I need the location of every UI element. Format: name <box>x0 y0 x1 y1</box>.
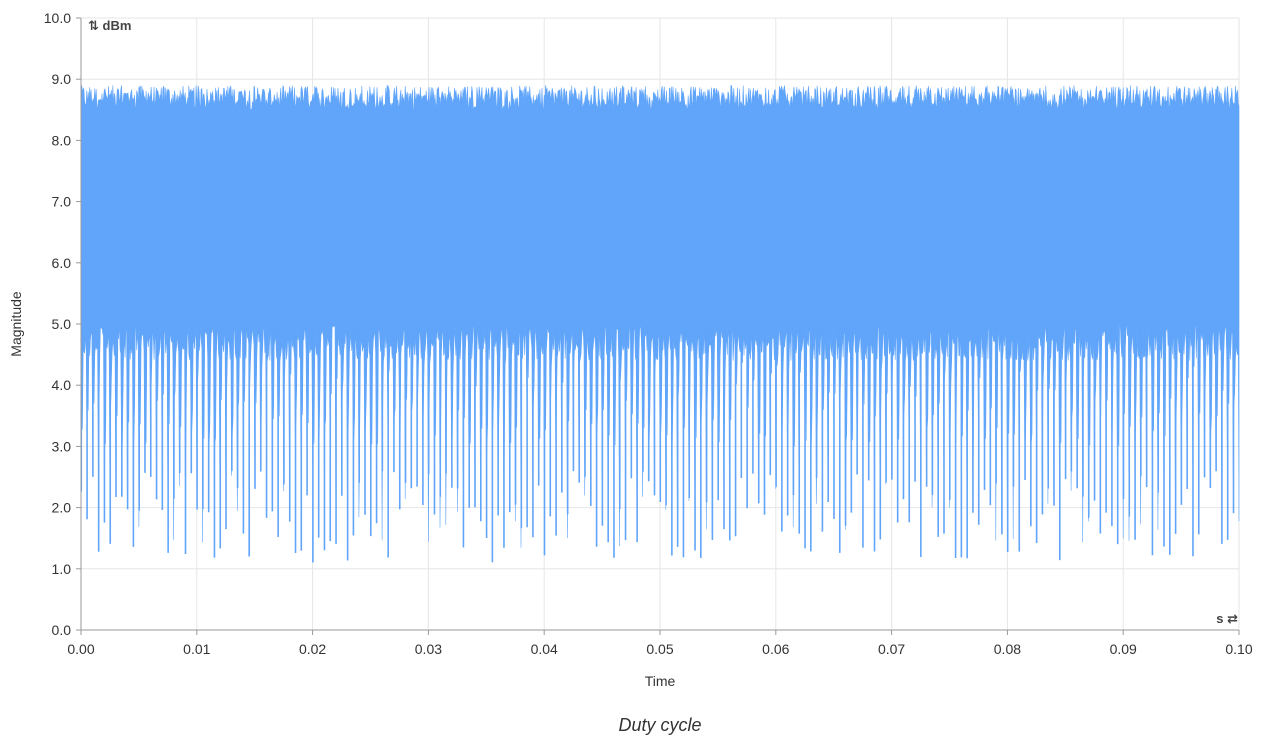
x-tick-label: 0.09 <box>1110 641 1137 657</box>
y-tick-label: 6.0 <box>52 255 72 271</box>
x-tick-label: 0.01 <box>183 641 210 657</box>
y-tick-label: 8.0 <box>52 132 72 148</box>
y-axis-title: Magnitude <box>8 291 24 357</box>
y-tick-label: 9.0 <box>52 71 72 87</box>
y-tick-label: 4.0 <box>52 377 72 393</box>
x-tick-label: 0.00 <box>67 641 94 657</box>
x-tick-label: 0.04 <box>531 641 558 657</box>
x-tick-label: 0.02 <box>299 641 326 657</box>
y-tick-label: 5.0 <box>52 316 72 332</box>
x-axis-title: Time <box>645 673 676 689</box>
x-tick-label: 0.06 <box>762 641 789 657</box>
x-unit-label: s ⇄ <box>1216 611 1238 626</box>
chart-title: Duty cycle <box>618 715 701 735</box>
y-tick-label: 7.0 <box>52 194 72 210</box>
y-tick-label: 1.0 <box>52 561 72 577</box>
x-tick-label: 0.10 <box>1225 641 1252 657</box>
y-unit-label: ⇅ dBm <box>88 18 131 33</box>
series-magnitude <box>81 85 1239 562</box>
y-tick-label: 2.0 <box>52 500 72 516</box>
y-tick-label: 0.0 <box>52 622 72 638</box>
x-tick-label: 0.08 <box>994 641 1021 657</box>
y-tick-label: 3.0 <box>52 438 72 454</box>
x-tick-label: 0.03 <box>415 641 442 657</box>
x-tick-label: 0.07 <box>878 641 905 657</box>
y-tick-label: 10.0 <box>44 10 71 26</box>
x-tick-label: 0.05 <box>646 641 673 657</box>
